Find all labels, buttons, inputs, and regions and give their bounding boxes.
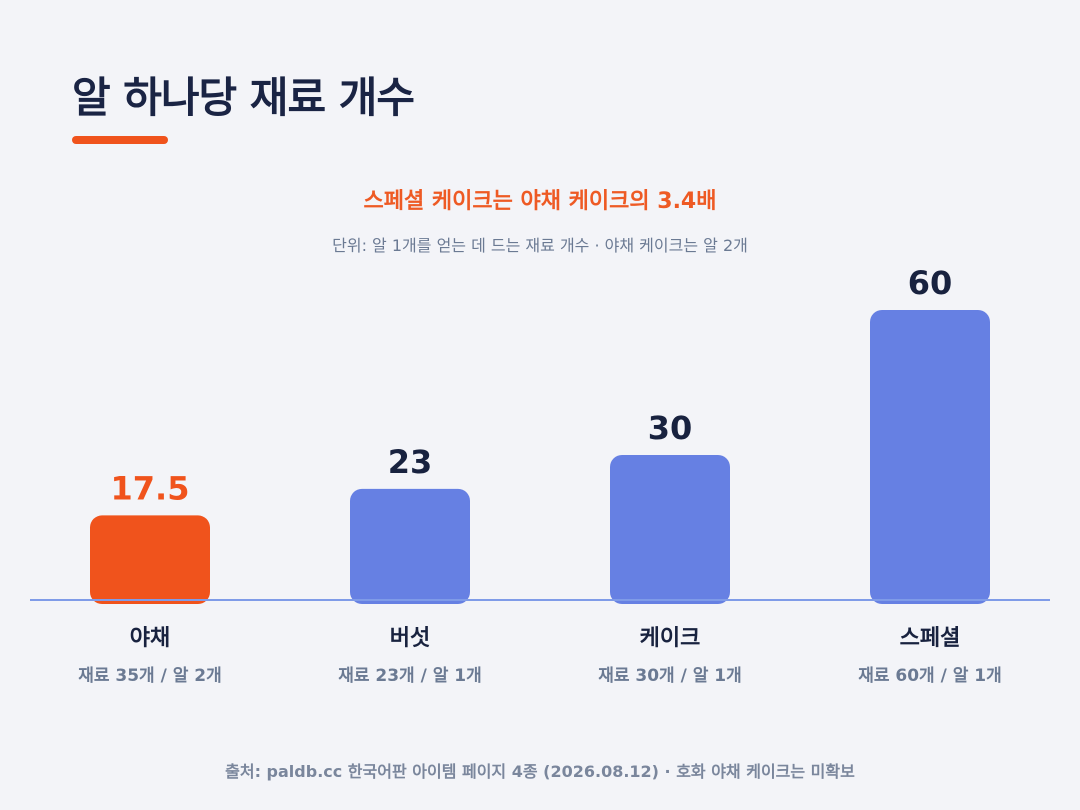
x-axis-baseline	[30, 599, 1050, 601]
chart-title: 알 하나당 재료 개수	[72, 73, 415, 122]
value-label-1: 23	[388, 443, 433, 481]
category-sublabel-1: 재료 23개 / 알 1개	[338, 666, 482, 686]
category-sublabel-2: 재료 30개 / 알 1개	[598, 666, 742, 686]
category-label-3: 스페셜	[900, 626, 961, 651]
chart-headline: 스페셜 케이크는 야채 케이크의 3.4배	[363, 189, 717, 214]
value-label-2: 30	[648, 409, 693, 447]
chart-subtitle: 단위: 알 1개를 얻는 데 드는 재료 개수 · 야채 케이크는 알 2개	[332, 236, 748, 255]
bar-0	[90, 515, 210, 604]
bar-2	[610, 455, 730, 604]
title-accent-bar	[72, 136, 168, 144]
category-label-2: 케이크	[640, 626, 701, 651]
category-sublabel-3: 재료 60개 / 알 1개	[858, 666, 1002, 686]
bar-1	[350, 488, 470, 604]
category-label-0: 야채	[130, 626, 170, 651]
category-label-1: 버섯	[390, 626, 430, 651]
value-label-3: 60	[908, 264, 953, 302]
bar-3	[870, 310, 990, 604]
category-sublabel-0: 재료 35개 / 알 2개	[78, 666, 222, 686]
source-note: 출처: paldb.cc 한국어판 아이템 페이지 4종 (2026.08.12…	[225, 762, 855, 781]
value-label-0: 17.5	[111, 469, 190, 507]
